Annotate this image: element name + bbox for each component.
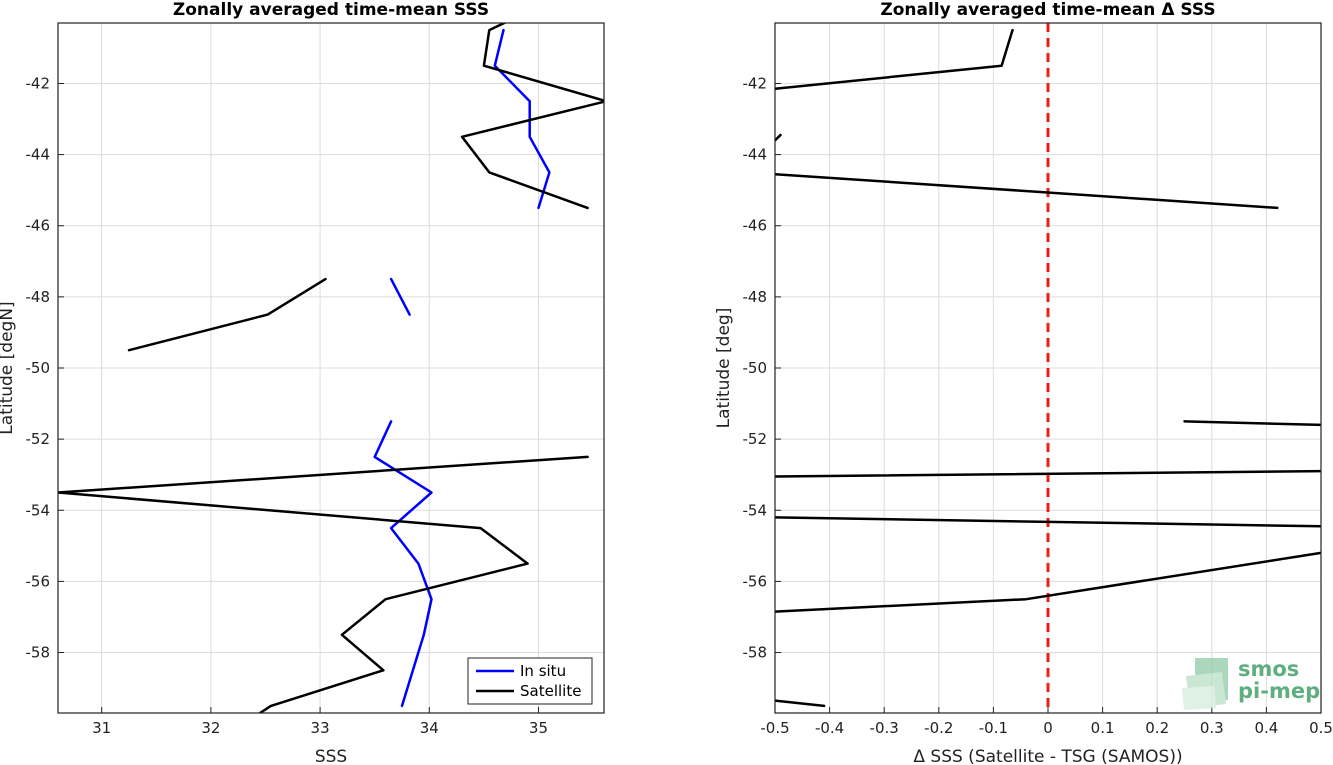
- x-tick-label: -0.2: [924, 719, 953, 737]
- x-tick-label: -0.3: [870, 719, 899, 737]
- x-tick-label: 32: [201, 719, 220, 737]
- satellite-line-segment: [58, 455, 589, 713]
- legend: In situ Satellite: [467, 657, 593, 705]
- y-tick-label: -54: [26, 501, 51, 519]
- data-layer: [58, 23, 604, 713]
- series-0-line-segment: [775, 172, 1279, 210]
- legend-label: In situ: [520, 662, 566, 680]
- x-tick-label: -0.4: [815, 719, 844, 737]
- y-tick-label: -42: [26, 74, 51, 92]
- legend-box: [467, 657, 593, 705]
- series-0-line-segment: [1183, 420, 1321, 427]
- y-tick-label: -44: [26, 146, 51, 164]
- x-axis-label: SSS: [315, 747, 347, 765]
- y-tick-label: -58: [26, 644, 51, 662]
- satellite-line-segment: [460, 23, 604, 210]
- series-0-line-segment: [775, 551, 1321, 613]
- series-0-line-segment: [775, 469, 1321, 478]
- series-0-line-segment: [775, 133, 782, 142]
- y-tick-label: -52: [26, 430, 51, 448]
- x-axis-label: Δ SSS (Satellite - TSG (SAMOS)): [913, 747, 1182, 765]
- x-tick-label: 35: [529, 719, 548, 737]
- y-tick-label: -48: [743, 288, 768, 306]
- x-tick-label: 31: [92, 719, 111, 737]
- y-tick-label: -52: [743, 430, 768, 448]
- x-tick-label: 0.4: [1254, 719, 1278, 737]
- series-0-line-segment: [775, 28, 1014, 91]
- x-tick-label: 0.3: [1200, 719, 1224, 737]
- plot-frame: [57, 22, 605, 714]
- y-tick-label: -58: [743, 644, 768, 662]
- x-tick-label: 34: [420, 719, 439, 737]
- x-tick-label: -0.5: [760, 719, 789, 737]
- y-tick-label: -50: [26, 359, 51, 377]
- x-tick-label: 0.5: [1309, 719, 1333, 737]
- series-0-line-segment: [775, 699, 826, 708]
- left-chart-sss: 31 32 33 34 35 -42 -44 -46 -48 -50 -52 -54 -56 -58 Zon…: [0, 0, 605, 765]
- chart-title: Zonally averaged time-mean Δ SSS: [880, 0, 1215, 20]
- x-tick-label: 0.2: [1145, 719, 1169, 737]
- y-tick-label: -42: [743, 74, 768, 92]
- y-tick-label: -46: [743, 217, 768, 235]
- x-tick-label: -0.1: [979, 719, 1008, 737]
- logo-graphic-icon: [1182, 658, 1228, 710]
- x-tick-label: 0.1: [1091, 719, 1115, 737]
- y-tick-label: -46: [26, 217, 51, 235]
- smos-pimep-logo: smos pi-mep: [1182, 657, 1320, 710]
- series-0-line-segment: [775, 516, 1321, 528]
- y-tick-label: -50: [743, 359, 768, 377]
- y-tick-label: -56: [743, 572, 768, 590]
- plot-frame: [774, 22, 1322, 714]
- y-axis-label: Latitude [deg]: [714, 308, 734, 429]
- y-tick-label: -44: [743, 146, 768, 164]
- y-axis-label: Latitude [degN]: [0, 301, 17, 434]
- chart-title: Zonally averaged time-mean SSS: [173, 0, 489, 20]
- logo-line-1: smos: [1238, 657, 1299, 681]
- data-layer: [775, 28, 1321, 708]
- x-tick-label: 33: [311, 719, 330, 737]
- y-tick-label: -56: [26, 572, 51, 590]
- x-tick-label: 0: [1043, 719, 1053, 737]
- in-situ-line-segment: [389, 277, 411, 316]
- y-tick-label: -48: [26, 288, 51, 306]
- satellite-line-segment: [127, 277, 327, 352]
- y-tick-label: -54: [743, 501, 768, 519]
- logo-line-2: pi-mep: [1238, 679, 1320, 703]
- right-chart-delta-sss: -0.5 -0.4 -0.3 -0.2 -0.1 0 0.1 0.2 0.3 0.4 0.5 -42 -…: [714, 0, 1333, 765]
- legend-label: Satellite: [520, 682, 581, 700]
